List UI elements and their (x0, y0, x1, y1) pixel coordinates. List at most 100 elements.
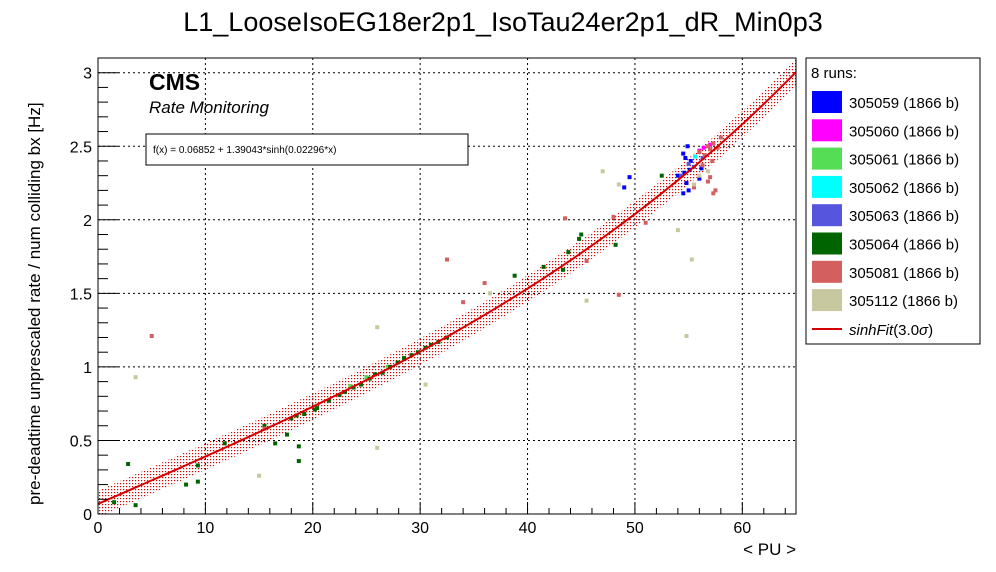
data-point (708, 147, 713, 152)
legend-swatch (812, 91, 842, 113)
data-point (627, 175, 632, 180)
fit-line (98, 71, 796, 505)
legend-fit-close: ) (928, 322, 933, 339)
data-point (315, 406, 320, 411)
legend-fit-label: sinhFit(3.0σ) (849, 322, 933, 339)
data-point (395, 360, 400, 365)
data-point (616, 182, 621, 187)
data-point (713, 188, 718, 193)
data-point (699, 166, 704, 171)
legend-swatch (812, 147, 842, 170)
data-point (423, 382, 428, 387)
data-point (711, 191, 716, 196)
axis-ticks: 0 10 20 30 40 50 60 0 0.5 1 1.5 2 2.5 3 (70, 66, 786, 537)
rate-monitoring-label: Rate Monitoring (149, 98, 270, 117)
data-point (302, 411, 307, 416)
data-point (681, 191, 686, 196)
data-point (257, 473, 262, 478)
data-point (611, 214, 616, 219)
data-point (222, 441, 227, 446)
data-point (711, 141, 716, 146)
data-point (262, 423, 267, 428)
x-tick-label: 10 (196, 520, 214, 537)
legend: 8 runs: 305059 (1866 b) 305060 (1866 b) 30… (805, 57, 981, 345)
y-tick-label: 2.5 (70, 139, 92, 156)
chart-title: L1_LooseIsoEG18er2p1_IsoTau24er2p1_dR_Mi… (183, 7, 822, 37)
legend-entry: 305062 (1866 b) (849, 180, 959, 197)
data-point (579, 232, 584, 237)
data-point (681, 151, 686, 156)
data-point (584, 298, 589, 303)
legend-swatch (812, 204, 842, 227)
legend-swatch (812, 232, 842, 255)
data-point (461, 300, 466, 305)
legend-fit-sigma: σ (919, 322, 929, 339)
data-point (284, 432, 289, 437)
data-point (684, 181, 689, 186)
data-point (708, 175, 713, 180)
data-point (705, 179, 710, 184)
data-point (337, 392, 342, 397)
data-point (296, 444, 301, 449)
data-point (708, 142, 713, 147)
data-point (560, 267, 565, 272)
data-point (195, 463, 200, 468)
data-point (326, 398, 331, 403)
data-point (375, 445, 380, 450)
data-point (705, 169, 710, 174)
data-point (700, 156, 705, 161)
data-point (684, 334, 689, 339)
plot-frame (97, 57, 797, 515)
legend-fit-main: sinhFit (849, 322, 894, 339)
data-point (688, 158, 693, 163)
data-point (133, 503, 138, 508)
data-point (697, 176, 702, 181)
cms-label: CMS (149, 69, 200, 95)
x-tick-label: 0 (94, 520, 103, 537)
data-point (622, 185, 627, 190)
data-point (348, 384, 353, 389)
legend-entry: 305061 (1866 b) (849, 152, 959, 169)
data-point (693, 154, 698, 159)
fit-curve (98, 71, 796, 505)
data-point (289, 416, 294, 421)
data-point (685, 144, 690, 149)
y-tick-label: 1.5 (70, 286, 92, 303)
legend-header: 8 runs: (811, 65, 857, 82)
data-point (133, 375, 138, 380)
fit-formula: f(x) = 0.06852 + 1.39043*sinh(0.02296*x) (153, 145, 336, 156)
data-point (273, 441, 278, 446)
legend-entry: 305060 (1866 b) (849, 123, 959, 140)
data-point (613, 242, 618, 247)
x-axis-label: < PU > (743, 540, 796, 559)
data-point (541, 264, 546, 269)
x-tick-label: 50 (626, 520, 644, 537)
data-point (683, 156, 688, 161)
data-point (705, 144, 710, 149)
data-point (112, 500, 117, 505)
data-point (584, 258, 589, 263)
data-point (659, 173, 664, 178)
y-axis-label: pre-deadtime unprescaled rate / num coll… (25, 102, 44, 505)
fit-band (98, 58, 796, 514)
data-point (482, 281, 487, 286)
data-point (718, 135, 723, 140)
data-point (616, 292, 621, 297)
data-point (373, 372, 378, 377)
x-tick-label: 40 (519, 520, 537, 537)
data-point (487, 291, 492, 296)
legend-swatch (812, 119, 842, 142)
data-point (686, 161, 691, 166)
data-point (409, 353, 414, 358)
data-point (195, 479, 200, 484)
legend-swatch (812, 175, 842, 198)
data-point (600, 169, 605, 174)
fit-formula-box (145, 133, 469, 166)
data-point (675, 228, 680, 233)
x-tick-label: 30 (411, 520, 429, 537)
legend-entry: 305063 (1866 b) (849, 208, 959, 225)
data-point (701, 145, 706, 150)
data-point (577, 236, 582, 241)
data-point (643, 220, 648, 225)
